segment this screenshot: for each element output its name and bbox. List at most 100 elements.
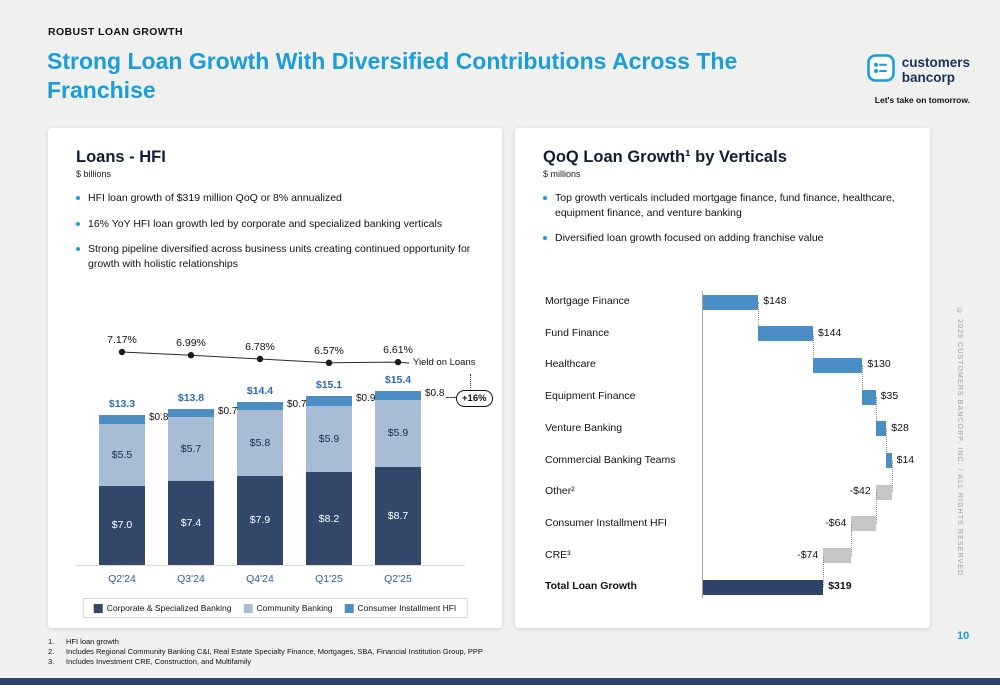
waterfall-category-label: Other²	[545, 485, 575, 498]
bar-segment-1: $7.9	[237, 475, 283, 565]
qoq-growth-bullets: Top growth verticals included mortgage f…	[543, 191, 906, 246]
yield-value-label: 6.78%	[245, 341, 275, 353]
bullet-item: Top growth verticals included mortgage f…	[543, 191, 906, 220]
bar-segment-3	[237, 402, 283, 411]
waterfall-bar	[702, 579, 824, 595]
growth-dashed-line	[446, 397, 456, 398]
footnote-1: 1. HFI loan growth	[48, 637, 483, 647]
waterfall-bar	[862, 389, 876, 405]
bar-segment-1: $8.2	[306, 472, 352, 565]
growth-annotation-badge: +16%	[456, 390, 493, 407]
waterfall-category-label: CRE³	[545, 548, 571, 561]
logo-word-1: customers	[901, 55, 970, 71]
legend-label: Consumer Installment HFI	[357, 603, 457, 613]
panel-subtitle-millions: $ millions	[543, 169, 581, 179]
chart-baseline	[76, 565, 466, 566]
yield-value-label: 7.17%	[107, 334, 137, 346]
segment-value-label: $0.9	[356, 392, 376, 404]
segment-value-label: $7.0	[111, 519, 133, 532]
footnote-number: 3.	[48, 656, 55, 666]
waterfall-bar	[823, 548, 852, 564]
bar-category-label: Q2'25	[384, 573, 412, 585]
bullet-icon	[543, 196, 547, 200]
waterfall-connector	[758, 302, 760, 334]
bar-total-label: $13.3	[108, 397, 136, 410]
waterfall-bar	[851, 516, 876, 532]
legend-label: Corporate & Specialized Banking	[106, 603, 232, 613]
bullet-icon	[76, 247, 80, 252]
bullet-text: HFI loan growth of $319 million QoQ or 8…	[88, 192, 342, 204]
waterfall-value-label: $148	[763, 295, 787, 307]
waterfall-category-label: Commercial Banking Teams	[545, 453, 676, 466]
footnote-number: 2.	[48, 646, 55, 656]
page-title-line1: Strong Loan Growth With Diversified Cont…	[47, 48, 738, 74]
waterfall-bar	[758, 326, 813, 342]
logo-tagline: Let's take on tomorrow.	[874, 95, 970, 105]
bar-segment-1: $8.7	[375, 466, 421, 565]
yield-value-label: 6.99%	[176, 337, 206, 350]
segment-value-label: $5.5	[111, 448, 133, 461]
waterfall-connector	[875, 397, 877, 429]
bar-segment-2: $5.9	[375, 400, 421, 467]
footnote-2: 2. Includes Regional Community Banking C…	[48, 647, 483, 657]
bar-category-label: Q2'24	[108, 573, 136, 585]
segment-value-label: $0.8	[149, 411, 169, 423]
qoq-chart: Mortgage Finance $148 Fund Finance $144 Heal…	[515, 128, 930, 628]
footnote-text: Includes Investment CRE, Construction, a…	[66, 656, 252, 666]
loans-hfi-panel: Loans - HFI $ billions HFI loan growth o…	[48, 128, 502, 628]
yield-value-label: 6.61%	[383, 344, 413, 357]
bar-category-label: Q1'25	[315, 573, 343, 585]
waterfall-category-label: Venture Banking	[545, 421, 623, 434]
waterfall-category-label: Total Loan Growth	[545, 580, 637, 593]
logo-word-2: bancorp	[901, 69, 955, 85]
footnote-3: 3. Includes Investment CRE, Construction…	[48, 657, 483, 667]
waterfall-bar	[812, 357, 863, 373]
bar-segment-3	[375, 390, 421, 400]
hfi-chart: $7.0 $5.5 $0.8 $13.3 Q2'24 $7.4 $5.7 $0.7 $13.8 Q…	[58, 328, 498, 598]
legend-swatch	[344, 603, 354, 613]
segment-value-label: $0.7	[218, 406, 238, 418]
legend-item: Community Banking	[243, 603, 333, 613]
footnotes: 1. HFI loan growth 2. Includes Regional …	[48, 637, 483, 667]
bullet-text: Diversified loan growth focused on addin…	[555, 232, 824, 245]
bar-category-label: Q4'24	[246, 573, 274, 585]
waterfall-connector	[823, 555, 825, 588]
segment-value-label: $8.7	[387, 509, 409, 522]
bar-segment-1: $7.0	[99, 485, 145, 565]
bar-segment-3	[168, 409, 214, 417]
legend-label: Community Banking	[256, 603, 333, 613]
bar-total-label: $14.4	[246, 385, 274, 398]
waterfall-bar	[886, 453, 892, 468]
bullet-icon	[543, 236, 547, 241]
bar-segment-2: $5.7	[168, 416, 214, 482]
page-title-line2: Franchise	[47, 76, 156, 103]
footnote-text: HFI loan growth	[66, 637, 119, 646]
legend-item: Corporate & Specialized Banking	[93, 603, 232, 613]
waterfall-category-label: Healthcare	[545, 358, 596, 371]
vertical-copyright: © 2025 CUSTOMERS BANCORP, INC. / ALL RIG…	[956, 308, 963, 577]
panel-subtitle-billions: $ billions	[76, 169, 112, 179]
waterfall-category-label: Consumer Installment HFI	[545, 516, 667, 529]
segment-value-label: $5.9	[387, 427, 409, 440]
loans-hfi-bullets: HFI loan growth of $319 million QoQ or 8…	[76, 191, 478, 272]
bar-segment-1: $7.4	[168, 481, 214, 565]
bullet-item: Diversified loan growth focused on addin…	[543, 231, 906, 246]
footnote-number: 1.	[48, 637, 55, 646]
customers-bancorp-logo-icon	[866, 54, 895, 87]
waterfall-value-label: $14	[896, 453, 915, 466]
logo-wordmark: customers bancorp	[901, 55, 970, 85]
eyebrow-label: ROBUST LOAN GROWTH	[48, 26, 183, 38]
bar-segment-2: $5.9	[306, 405, 352, 473]
hfi-legend: Corporate & Specialized Banking Community…	[82, 598, 468, 618]
footnote-text: Includes Regional Community Banking C&I,…	[66, 646, 483, 656]
waterfall-axis-line	[702, 291, 703, 599]
bar-segment-3	[99, 414, 145, 424]
segment-value-label: $0.8	[425, 387, 445, 399]
waterfall-value-label: -$64	[825, 516, 847, 529]
growth-dotted-line	[470, 374, 471, 388]
bullet-text: 16% YoY HFI loan growth led by corporate…	[88, 217, 443, 230]
segment-value-label: $5.8	[249, 436, 271, 449]
bar-segment-2: $5.5	[99, 423, 145, 486]
qoq-growth-panel: QoQ Loan Growth¹ by Verticals $ millions…	[515, 128, 930, 628]
bar-category-label: Q3'24	[177, 573, 205, 585]
